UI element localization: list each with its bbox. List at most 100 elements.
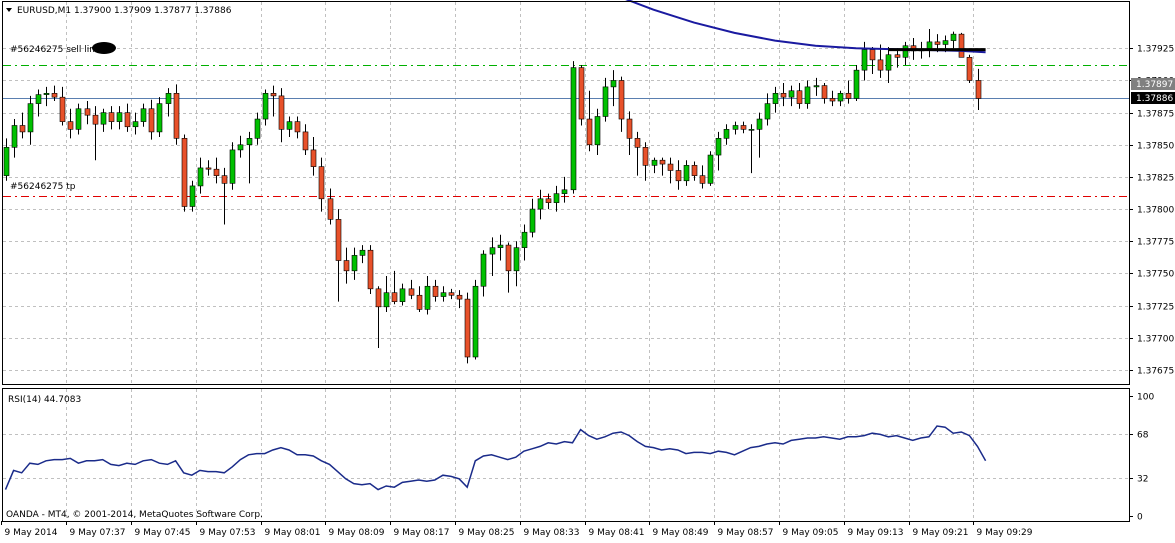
time-tick-label: 9 May 08:17 — [394, 528, 450, 538]
rsi-tick-label: 68 — [1137, 431, 1149, 441]
time-tick-label: 9 May 2014 — [5, 528, 58, 538]
candle-body — [885, 54, 892, 71]
candle-body — [92, 114, 99, 125]
redacted-mark — [92, 42, 116, 54]
candle-body — [51, 93, 58, 98]
price-tick-label: 1.37775 — [1137, 238, 1174, 248]
candle-body — [391, 292, 398, 302]
symbol-header: EURUSD,M1 1.37900 1.37909 1.37877 1.3788… — [17, 6, 232, 16]
candle-body — [821, 85, 828, 99]
candle-body — [456, 294, 463, 300]
price-tick-label: 1.37825 — [1137, 174, 1174, 184]
candle-body — [497, 244, 504, 248]
time-tick-label: 9 May 09:29 — [977, 528, 1033, 538]
candle-body — [772, 93, 779, 104]
price-panel-frame — [2, 1, 1130, 385]
candle-body — [610, 80, 617, 88]
price-tick-label: 1.37700 — [1137, 335, 1174, 345]
candle-body — [594, 116, 601, 146]
candle-body — [367, 249, 374, 290]
candle-body — [205, 167, 212, 170]
candle-body — [829, 98, 836, 102]
candle-body — [19, 125, 26, 133]
candle-body — [3, 147, 10, 176]
candle-body — [618, 80, 625, 120]
candle-body — [667, 163, 674, 171]
candle-body — [545, 198, 552, 203]
candle-body — [181, 138, 188, 207]
price-tick-label: 1.37850 — [1137, 142, 1174, 152]
ask-price-tag: 1.37897 — [1136, 80, 1173, 90]
candle-body — [740, 125, 747, 130]
candle-body — [67, 121, 74, 130]
candle-body — [513, 247, 520, 272]
price-layer — [3, 0, 1129, 364]
price-tick-label: 1.37800 — [1137, 206, 1174, 216]
candle-body — [894, 54, 901, 58]
candle-body — [626, 118, 633, 139]
candle-body — [408, 288, 415, 296]
candle-body — [440, 292, 447, 297]
candle-body — [723, 129, 730, 139]
candle-body — [796, 90, 803, 104]
tp-label[interactable]: #56246275 tp — [10, 182, 76, 192]
candle-body — [254, 118, 261, 139]
rsi-layer — [4, 425, 987, 491]
candle-body — [302, 131, 309, 151]
candle-body — [586, 118, 593, 146]
candle-body — [529, 208, 536, 233]
candle-body — [286, 121, 293, 130]
bid-price-tag-bg — [1131, 92, 1175, 104]
candle-body — [124, 112, 131, 128]
candle-body — [383, 292, 390, 308]
candle-body — [634, 138, 641, 148]
candle-body — [35, 94, 42, 104]
candle-body — [464, 298, 471, 358]
time-tick-label: 9 May 07:45 — [135, 528, 191, 538]
time-tick-label: 9 May 08:01 — [265, 528, 321, 538]
candle-body — [424, 285, 431, 310]
triangle-down-icon[interactable] — [6, 8, 12, 12]
rsi-title: RSI(14) 44.7083 — [8, 395, 81, 405]
candle-body — [375, 288, 382, 308]
candle-body — [715, 138, 722, 156]
candle-body — [399, 288, 406, 302]
candle-body — [788, 90, 795, 98]
ask-price-tag-bg — [1131, 78, 1175, 90]
candle-body — [140, 108, 147, 122]
candle-body — [683, 165, 690, 182]
time-tick-label: 9 May 08:41 — [589, 528, 645, 538]
candle-body — [278, 95, 285, 130]
candle-body — [116, 112, 123, 122]
sell-limit-label[interactable]: #56246275 sell limit — [10, 45, 105, 55]
candle-body — [642, 147, 649, 166]
price-grid — [3, 2, 1129, 384]
candle-body — [165, 93, 172, 104]
time-tick-label: 9 May 08:25 — [459, 528, 515, 538]
candle-body — [448, 292, 455, 296]
candle-body — [416, 294, 423, 310]
time-tick-label: 9 May 09:21 — [913, 528, 969, 538]
candle-body — [246, 138, 253, 146]
candle-body — [270, 93, 277, 97]
candle-body — [359, 249, 366, 256]
candle-body — [732, 125, 739, 130]
rsi-panel-frame — [2, 388, 1130, 522]
time-tick-label: 9 May 07:37 — [70, 528, 126, 538]
candle-body — [148, 108, 155, 133]
candle-body — [837, 93, 844, 102]
price-tick-label: 1.37750 — [1137, 270, 1174, 280]
candle-body — [966, 57, 973, 81]
price-tick-label: 1.37675 — [1137, 367, 1174, 377]
candle-body — [156, 103, 163, 133]
candle-body — [813, 85, 820, 88]
candle-body — [132, 121, 139, 128]
candle-body — [294, 121, 301, 133]
candle-body — [432, 285, 439, 297]
candle-body — [472, 285, 479, 358]
candle-body — [975, 80, 982, 99]
copyright-text: OANDA - MT4, © 2001-2014, MetaQuotes Sof… — [6, 510, 263, 520]
candle-body — [707, 154, 714, 184]
time-tick-label: 9 May 09:05 — [783, 528, 839, 538]
